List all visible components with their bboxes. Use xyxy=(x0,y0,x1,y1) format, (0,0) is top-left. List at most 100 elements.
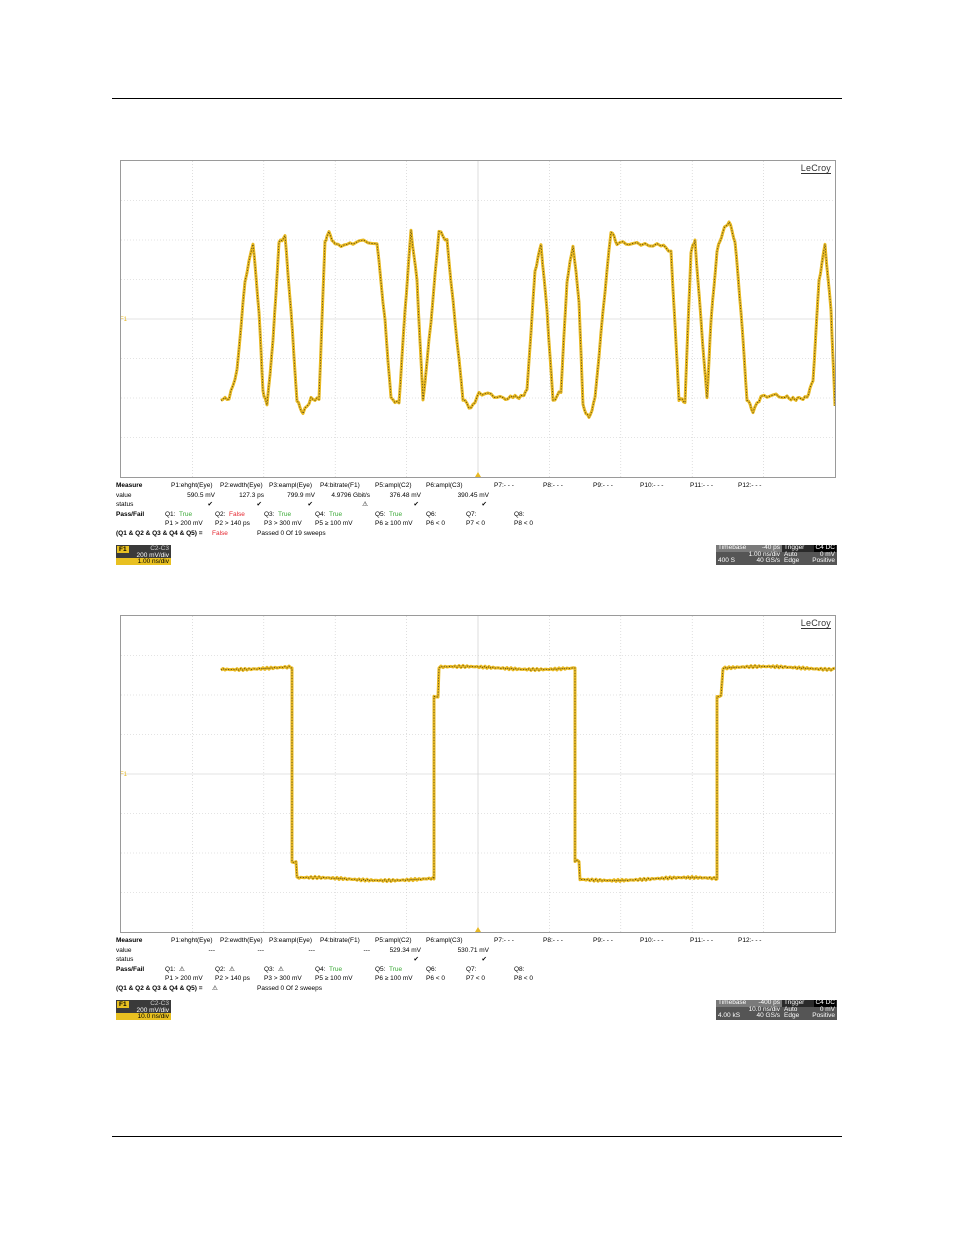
status-icon-3: ✔ xyxy=(307,501,313,509)
trigger-level: 0 mV xyxy=(819,550,835,558)
query-condition-3: P3 > 300 mV xyxy=(264,975,302,983)
trigger-label: Trigger xyxy=(782,999,837,1007)
status-icon-1: ✔ xyxy=(207,501,213,509)
measure-header-row: Measure P1:ehght(Eye) P2:ewdth(Eye) P3:eamp… xyxy=(116,936,837,946)
measure-param-2: P2:ewdth(Eye) xyxy=(220,482,263,489)
timebase-label: Timebase xyxy=(716,544,784,552)
query-result-3: True xyxy=(278,510,292,518)
measure-param-6: P6:ampl(C3) xyxy=(426,482,463,489)
trigger-position-marker xyxy=(475,927,481,932)
measure-status-row: status ✔ ✔ xyxy=(116,955,837,965)
measure-param-8: P8:- - - xyxy=(543,937,563,944)
status-label: status xyxy=(116,501,134,509)
trace-descriptor-f1[interactable]: F1 C2-C3 200 mV/div 1.00 ns/div xyxy=(116,545,171,565)
query-name-4: Q4: xyxy=(315,965,326,973)
measure-param-5: P5:ampl(C2) xyxy=(375,937,412,944)
passfail-label: Pass/Fail xyxy=(116,965,145,973)
status-label: status xyxy=(116,956,134,964)
measure-value-6: 390.45 mV xyxy=(457,491,489,499)
status-icon-6: ✔ xyxy=(481,501,487,509)
query-name-8: Q8: xyxy=(514,965,525,973)
query-name-7: Q7: xyxy=(466,510,477,518)
measure-value-6: 530.71 mV xyxy=(457,946,489,954)
footer-rule xyxy=(112,1136,842,1137)
measure-value-1: 590.5 mV xyxy=(187,491,215,499)
trigger-mode: Auto xyxy=(784,550,798,558)
timebase-trigger-box[interactable]: Timebase -40 ps 1.00 ns/div 400 S 40 GS/… xyxy=(716,544,837,565)
query-name-3: Q3: xyxy=(264,965,275,973)
measure-value-row: value 590.5 mV 127.3 ps 799.9 mV 4.9796 Gbit… xyxy=(116,491,837,501)
trace-tdiv: 1.00 ns/div xyxy=(116,558,171,565)
measure-value-4: --- xyxy=(363,946,371,954)
query-condition-3: P3 > 300 mV xyxy=(264,520,302,528)
measure-param-12: P12:- - - xyxy=(738,482,762,489)
sweep-count: Passed 0 Of 2 sweeps xyxy=(257,984,323,992)
timebase-samples: 4.00 kS xyxy=(718,1012,741,1020)
trace-source: C2-C3 xyxy=(150,1000,169,1007)
status-icon-5: ✔ xyxy=(413,501,419,509)
query-result-3: ⚠ xyxy=(278,965,284,973)
measure-param-11: P11:- - - xyxy=(690,482,713,489)
measure-value-2: --- xyxy=(257,946,265,954)
query-condition-2: P2 > 140 ps xyxy=(215,520,250,528)
query-result-5: True xyxy=(389,965,403,973)
measure-label: Measure xyxy=(116,937,143,944)
measure-param-3: P3:eampl(Eye) xyxy=(269,482,312,489)
measure-value-3: 799.9 mV xyxy=(287,491,315,499)
measure-value-4: 4.9796 Gbit/s xyxy=(331,491,370,499)
condition-row: P1 > 200 mV P2 > 140 ps P3 > 300 mV P5 ≥ 10… xyxy=(116,974,837,984)
trace-vdiv: 200 mV/div xyxy=(136,1007,169,1014)
query-result-4: True xyxy=(329,965,343,973)
query-name-7: Q7: xyxy=(466,965,477,973)
waveform-trace xyxy=(220,220,835,419)
measure-param-5: P5:ampl(C2) xyxy=(375,482,412,489)
waveform-display[interactable]: F1 LeCroy xyxy=(120,160,836,478)
measure-param-4: P4:bitrate(F1) xyxy=(320,482,360,489)
summary-row: (Q1 & Q2 & Q3 & Q4 & Q5) = ⚠ Passed 0 Of 2… xyxy=(116,984,837,994)
measure-value-5: 529.34 mV xyxy=(389,946,421,954)
trace-descriptor-f1[interactable]: F1 C2-C3 200 mV/div 10.0 ns/div xyxy=(116,1000,171,1020)
timebase-rate: 40 GS/s xyxy=(756,557,780,565)
query-name-5: Q5: xyxy=(375,965,386,973)
query-condition-2: P2 > 140 ps xyxy=(215,975,250,983)
brand-logo: LeCroy xyxy=(800,163,831,174)
measure-value-row: value --- --- --- --- 529.34 mV 530.71 mV xyxy=(116,946,837,956)
trace-vdiv: 200 mV/div xyxy=(136,552,169,559)
status-icon-4: ⚠ xyxy=(362,501,368,509)
trace-marker-label: F1 xyxy=(121,772,128,778)
trace-tdiv: 10.0 ns/div xyxy=(116,1013,171,1020)
query-condition-8: P8 < 0 xyxy=(514,975,533,983)
measure-header-row: Measure P1:ehght(Eye) P2:ewdth(Eye) P3:eamp… xyxy=(116,481,837,491)
timebase-trigger-box[interactable]: Timebase -400 ps 10.0 ns/div 4.00 kS 40 … xyxy=(716,999,837,1020)
timebase-delay: -400 ps xyxy=(758,999,780,1006)
trace-marker-label: F1 xyxy=(121,317,128,323)
measure-status-row: status ✔ ✔ ✔ ⚠ ✔ ✔ xyxy=(116,500,837,510)
trigger-position-marker xyxy=(475,472,481,477)
condition-row: P1 > 200 mV P2 > 140 ps P3 > 300 mV P5 ≥ 10… xyxy=(116,519,837,529)
trigger-source: C4 DC xyxy=(814,544,836,552)
summary-result: False xyxy=(212,529,228,537)
status-icon-6: ✔ xyxy=(481,956,487,964)
waveform-display[interactable]: F1 LeCroy xyxy=(120,615,836,933)
waveform-plot: F1 xyxy=(121,616,835,932)
measure-param-9: P9:- - - xyxy=(593,937,613,944)
query-name-6: Q6: xyxy=(426,510,437,518)
trigger-slope: Positive xyxy=(812,557,835,565)
query-condition-1: P1 > 200 mV xyxy=(165,520,203,528)
query-condition-6: P6 < 0 xyxy=(426,520,445,528)
measure-label: Measure xyxy=(116,482,143,489)
timebase-samples: 400 S xyxy=(718,557,735,565)
measure-param-9: P9:- - - xyxy=(593,482,613,489)
timebase-tdiv: 1.00 ns/div xyxy=(748,550,780,558)
query-name-2: Q2: xyxy=(215,510,226,518)
query-condition-5: P6 ≥ 100 mV xyxy=(375,975,413,983)
query-name-1: Q1: xyxy=(165,510,176,518)
measure-param-1: P1:ehght(Eye) xyxy=(171,937,213,944)
query-name-4: Q4: xyxy=(315,510,326,518)
measure-param-12: P12:- - - xyxy=(738,937,762,944)
query-result-1: ⚠ xyxy=(179,965,185,973)
measure-value-1: --- xyxy=(208,946,216,954)
measure-param-7: P7:- - - xyxy=(494,482,514,489)
measure-param-2: P2:ewdth(Eye) xyxy=(220,937,263,944)
query-result-4: True xyxy=(329,510,343,518)
